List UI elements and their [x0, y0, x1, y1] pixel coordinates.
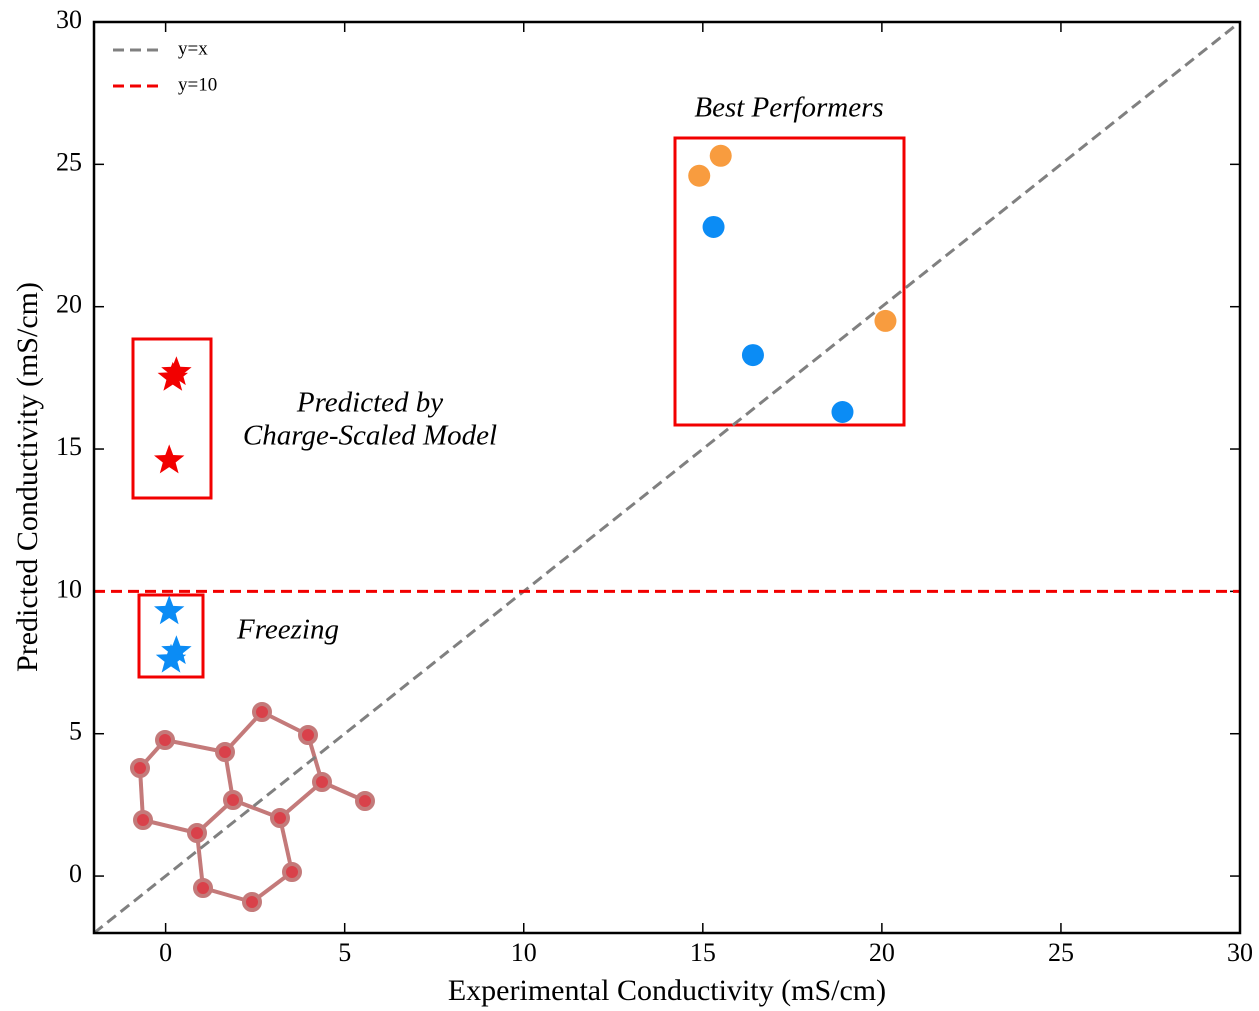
- y-tick-label: 5: [69, 717, 82, 746]
- molecule-image: [132, 704, 373, 910]
- chart: Best Performers Predicted by Charge-Scal…: [0, 0, 1259, 1011]
- annotation: Freezing: [236, 614, 339, 646]
- y-tick-label: 15: [56, 432, 82, 461]
- y-tick-label: 0: [69, 859, 82, 888]
- y-tick-label: 10: [56, 574, 82, 603]
- y-axis-label: Predicted Conductivity (mS/cm): [11, 282, 44, 672]
- x-axis-label: Experimental Conductivity (mS/cm): [448, 974, 886, 1007]
- y-tick-label: 25: [56, 147, 82, 176]
- atom: [217, 744, 233, 760]
- x-tick-label: 5: [338, 938, 351, 967]
- annotation: Predicted by: [296, 387, 443, 419]
- point: [710, 145, 732, 167]
- x-tick-label: 20: [869, 938, 895, 967]
- atom: [135, 812, 151, 828]
- star-point: [158, 362, 188, 391]
- reference-line: [94, 22, 1240, 933]
- annotation: Charge-Scaled Model: [243, 420, 497, 452]
- atom: [284, 864, 300, 880]
- atom: [272, 810, 288, 826]
- x-tick-label: 10: [511, 938, 537, 967]
- legend-label: y=10: [178, 74, 217, 95]
- y-tick-label: 30: [56, 5, 82, 34]
- point: [703, 216, 725, 238]
- point: [688, 165, 710, 187]
- star-point: [154, 444, 184, 473]
- x-tick-label: 15: [690, 938, 716, 967]
- atom: [300, 727, 316, 743]
- highlight-box: [133, 339, 211, 498]
- atom: [314, 774, 330, 790]
- x-tick-label: 0: [159, 938, 172, 967]
- atom: [132, 760, 148, 776]
- point: [874, 310, 896, 332]
- atom: [195, 880, 211, 896]
- atom: [357, 793, 373, 809]
- x-tick-label: 30: [1227, 938, 1253, 967]
- star-point: [154, 595, 184, 624]
- atom: [244, 894, 260, 910]
- atom: [157, 732, 173, 748]
- atom: [189, 825, 205, 841]
- x-tick-label: 25: [1048, 938, 1074, 967]
- atom: [254, 704, 270, 720]
- legend-label: y=x: [178, 38, 208, 59]
- atom: [225, 792, 241, 808]
- point: [742, 344, 764, 366]
- point: [831, 401, 853, 423]
- y-tick-label: 20: [56, 290, 82, 319]
- annotation: Best Performers: [694, 92, 883, 124]
